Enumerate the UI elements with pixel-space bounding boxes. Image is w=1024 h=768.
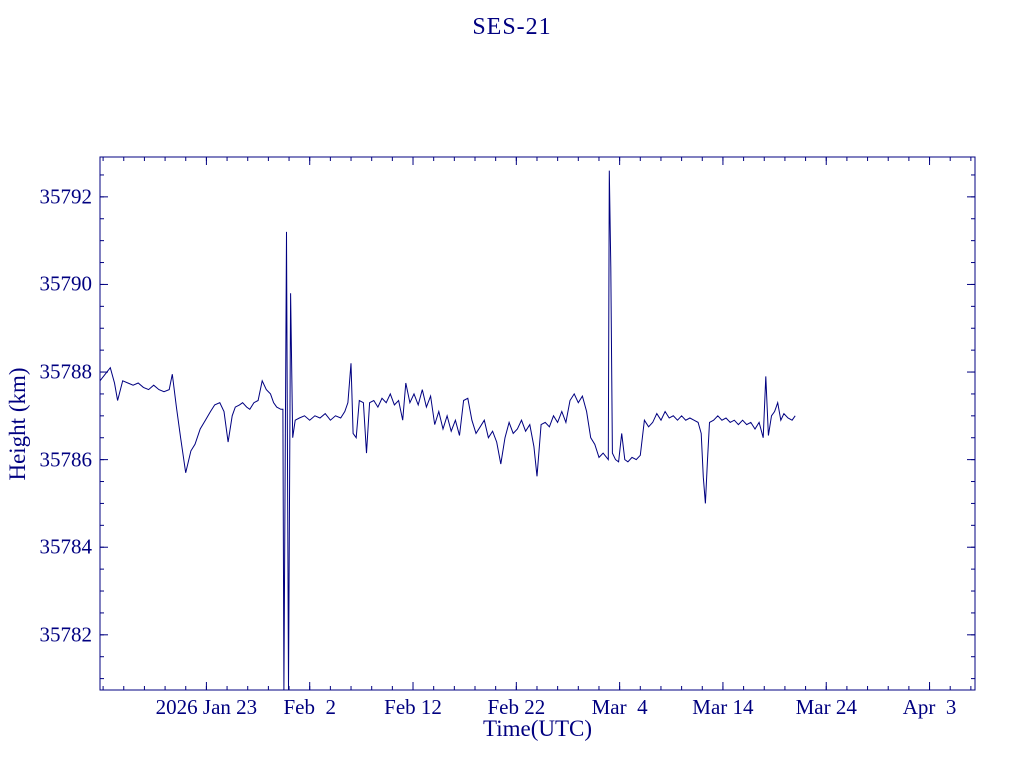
- y-tick-label: 35786: [39, 447, 93, 472]
- y-tick-label: 35790: [39, 271, 93, 296]
- y-tick-label: 35784: [39, 534, 93, 559]
- x-tick-label: Feb 2: [283, 695, 336, 719]
- x-tick-label: Mar 14: [692, 695, 754, 719]
- y-axis-label: Height (km): [5, 367, 30, 481]
- y-tick-label: 35792: [39, 184, 93, 209]
- plot-frame: [99, 156, 976, 691]
- x-tick-label: 2026 Jan 23: [155, 695, 258, 719]
- x-tick-label: Mar 4: [591, 695, 648, 719]
- x-tick-label: Feb 22: [487, 695, 546, 719]
- y-tick-label: 35788: [39, 359, 93, 384]
- chart-title: SES-21: [472, 14, 552, 40]
- x-tick-label: Mar 24: [795, 695, 857, 719]
- x-tick-label: Apr 3: [902, 695, 957, 719]
- data-series-line: [100, 170, 796, 690]
- y-tick-label: 35782: [39, 622, 93, 647]
- x-axis-label: Time(UTC): [482, 716, 593, 741]
- x-tick-label: Feb 12: [384, 695, 442, 719]
